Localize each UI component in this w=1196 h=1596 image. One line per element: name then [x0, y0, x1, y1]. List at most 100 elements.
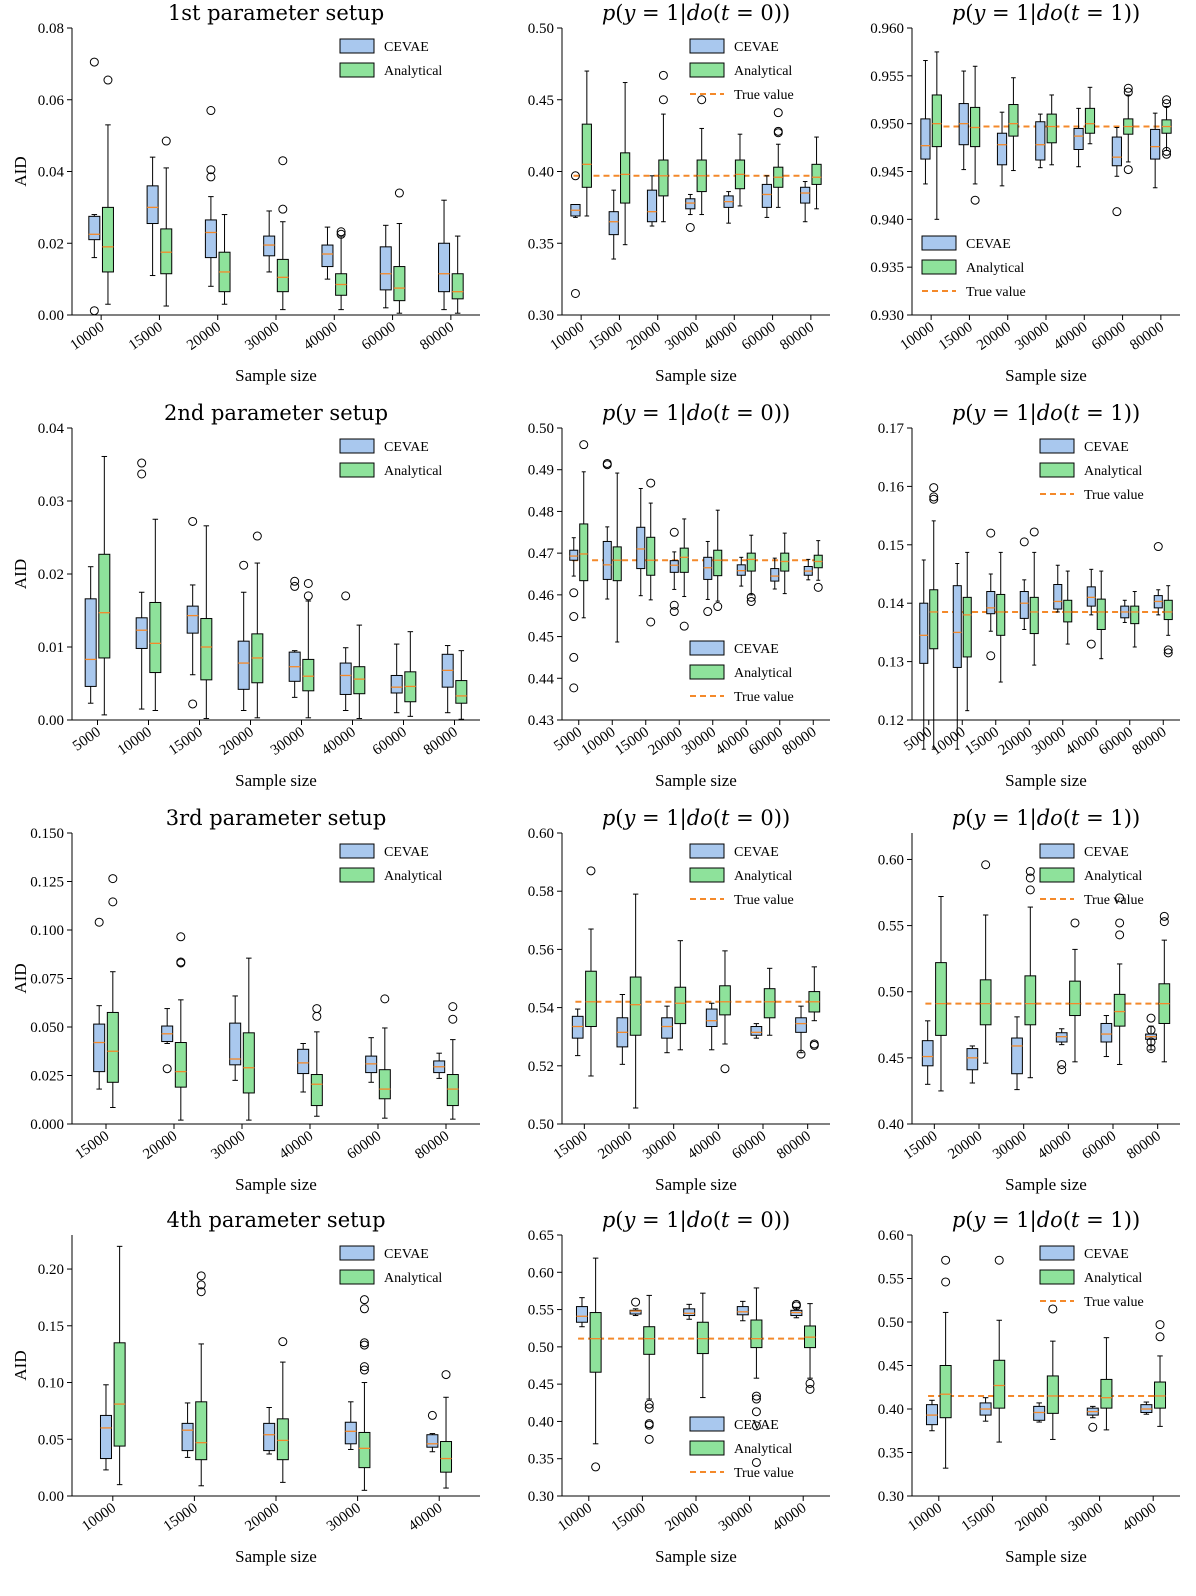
iqr-box — [986, 591, 996, 615]
y-tick-label: 0.935 — [870, 260, 904, 276]
iqr-box — [1019, 591, 1029, 619]
iqr-box — [276, 258, 289, 293]
y-tick-label: 0.03 — [38, 494, 64, 510]
y-tick-label: 0.940 — [870, 212, 904, 228]
chart-panel: 0.43 0.44 0.45 0.46 0.47 0.48 0.49 0.50 50001000… — [528, 401, 830, 790]
box-analytical — [962, 551, 972, 712]
iqr-box — [736, 1306, 749, 1316]
outlier-point — [1115, 918, 1125, 928]
box-cevae — [146, 156, 159, 277]
outlier-point — [1146, 1044, 1156, 1054]
box-analytical — [195, 1271, 208, 1487]
outlier-point — [278, 1337, 288, 1347]
legend-swatch-cevae — [1039, 438, 1075, 454]
box-cevae — [204, 106, 217, 287]
box-analytical — [446, 1002, 459, 1120]
legend-label: Analytical — [966, 261, 1024, 276]
outlier-point — [929, 494, 939, 504]
y-tick-label: 0.01 — [38, 640, 64, 656]
outlier-point — [108, 897, 118, 907]
legend-label: CEVAE — [966, 237, 1011, 252]
box-cevae — [1140, 1401, 1153, 1415]
iqr-box — [643, 1326, 656, 1355]
iqr-box — [629, 1309, 642, 1315]
outlier-point — [970, 195, 980, 205]
iqr-box — [1024, 975, 1037, 1026]
box-cevae — [1153, 542, 1163, 616]
x-tick-label: 30000 — [1066, 1500, 1106, 1535]
box-analytical — [1063, 570, 1073, 645]
outlier-point — [751, 1457, 761, 1467]
x-axis-label: Sample size — [655, 366, 737, 385]
box-analytical — [302, 578, 315, 719]
box-analytical — [581, 70, 592, 217]
legend: CEVAE Analytical True value — [689, 843, 794, 908]
iqr-box — [761, 183, 772, 208]
y-tick-label: 0.02 — [38, 567, 64, 583]
iqr-box — [204, 219, 217, 259]
iqr-box — [571, 1015, 584, 1039]
box-analytical — [734, 133, 746, 207]
y-tick-label: 0.14 — [878, 596, 905, 612]
legend-label: CEVAE — [734, 845, 779, 860]
legend: CEVAE Analytical True value — [689, 640, 794, 705]
box-analytical — [679, 518, 689, 631]
box-cevae — [761, 175, 772, 218]
x-tick-label: 5000 — [70, 724, 104, 754]
x-tick-label: 60000 — [359, 319, 399, 354]
y-tick-label: 0.945 — [870, 165, 904, 181]
outlier-point — [359, 1365, 369, 1375]
iqr-box — [1130, 605, 1140, 625]
box-cevae — [438, 199, 451, 311]
box-cevae — [602, 458, 612, 600]
box-cevae — [1055, 1028, 1068, 1075]
legend-label: Analytical — [734, 666, 792, 681]
y-tick-label: 0.10 — [38, 1376, 64, 1392]
outlier-point — [994, 1255, 1004, 1265]
panel-title: p(y = 1|do(t = 0)) — [602, 1, 790, 26]
box-cevae — [88, 57, 101, 316]
outlier-point — [669, 600, 679, 610]
outlier-point — [206, 165, 216, 175]
legend-label: CEVAE — [1084, 1247, 1129, 1262]
x-tick-label: 60000 — [746, 724, 786, 759]
outlier-point — [986, 528, 996, 538]
outlier-point — [290, 576, 300, 586]
outlier-point — [380, 994, 390, 1004]
box-cevae — [925, 1399, 938, 1432]
outlier-point — [1025, 873, 1035, 883]
y-tick-label: 0.45 — [528, 1377, 554, 1393]
x-tick-label: 60000 — [729, 1128, 769, 1163]
iqr-box — [1100, 1022, 1113, 1043]
legend-swatch-cevae — [689, 38, 725, 54]
box-analytical — [1123, 83, 1134, 175]
outlier-point — [1155, 1332, 1165, 1342]
outlier-point — [137, 469, 147, 479]
outlier-point — [176, 958, 186, 968]
outlier-point — [336, 227, 346, 237]
outlier-point — [579, 440, 589, 450]
x-tick-label: 20000 — [595, 1128, 635, 1163]
outlier-point — [1162, 99, 1172, 109]
legend-swatch-analytical — [689, 664, 725, 680]
box-cevae — [569, 537, 579, 693]
legend: CEVAE Analytical True value — [1039, 843, 1144, 908]
x-axis-label: Sample size — [235, 1175, 317, 1194]
box-cevae — [770, 557, 780, 590]
iqr-box — [569, 549, 579, 561]
x-tick-label: 20000 — [624, 319, 664, 354]
y-tick-label: 0.45 — [878, 1051, 904, 1067]
legend-swatch-cevae — [1039, 1245, 1075, 1261]
outlier-point — [644, 1399, 654, 1409]
iqr-box — [658, 159, 669, 197]
legend-swatch-analytical — [1039, 462, 1075, 478]
outlier-point — [188, 516, 198, 526]
iqr-box — [679, 547, 689, 573]
x-tick-label: 80000 — [774, 1128, 814, 1163]
box-analytical — [1130, 591, 1140, 648]
iqr-box — [1046, 1375, 1059, 1414]
iqr-box — [939, 1365, 952, 1419]
iqr-box — [962, 596, 972, 658]
panel-title: 1st parameter setup — [168, 1, 384, 25]
box-cevae — [683, 1303, 696, 1320]
